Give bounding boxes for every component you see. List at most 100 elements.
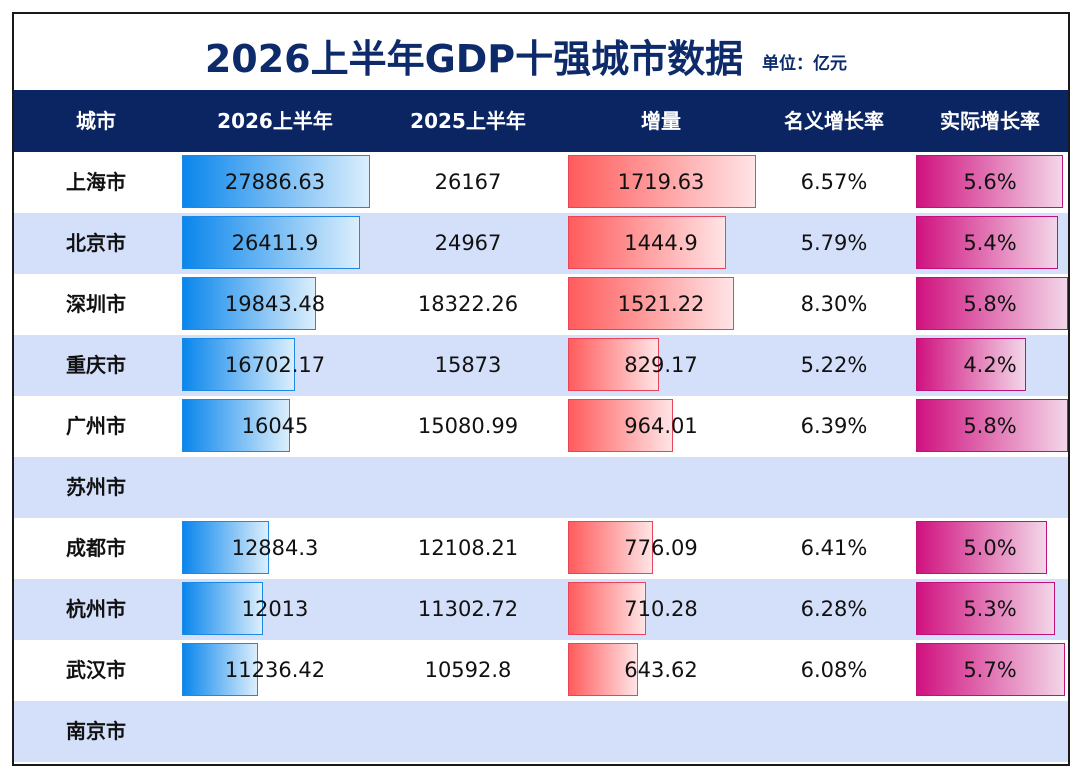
cell-real: 4.2% — [963, 353, 1017, 377]
table-row: 成都市 12884.3 12108.21 776.09 6.41% 5.0% — [14, 518, 1068, 579]
data-bar-increase — [568, 399, 674, 452]
cell-gdp2026: 26411.9 — [231, 231, 319, 255]
cell-real: 5.4% — [963, 231, 1017, 255]
cell-increase: 964.01 — [624, 414, 698, 438]
data-bar-increase — [568, 582, 646, 635]
cell-real — [914, 457, 1066, 518]
data-bar-gdp2026 — [182, 582, 263, 635]
data-bar-real — [916, 155, 1063, 208]
cell-nominal — [756, 457, 912, 518]
cell-increase: 776.09 — [624, 536, 698, 560]
chart-title: 2026上半年GDP十强城市数据 — [204, 37, 744, 81]
cell-gdp2026 — [180, 457, 370, 518]
cell-increase: 829.17 — [624, 353, 698, 377]
table-row: 苏州市 — [14, 457, 1068, 518]
data-bar-increase — [568, 155, 756, 208]
data-bar-gdp2026 — [182, 643, 258, 696]
city-name: 深圳市 — [66, 292, 126, 316]
city-name: 上海市 — [66, 170, 126, 194]
cell-real — [914, 701, 1066, 762]
column-header-nominal: 名义增长率 — [784, 109, 884, 133]
column-header-real: 实际增长率 — [940, 109, 1040, 133]
city-name: 武汉市 — [66, 658, 126, 682]
column-header-gdp2026: 2026上半年 — [217, 109, 333, 133]
cell-nominal — [756, 701, 912, 762]
data-bar-gdp2026 — [182, 338, 295, 391]
column-header-increase: 增量 — [641, 109, 681, 133]
table-row: 深圳市 19843.48 18322.26 1521.22 8.30% 5.8% — [14, 274, 1068, 335]
data-bar-real — [916, 582, 1055, 635]
cell-nominal: 6.57% — [800, 170, 868, 194]
city-name: 杭州市 — [66, 597, 126, 621]
cell-increase: 1521.22 — [617, 292, 705, 316]
cell-nominal: 6.28% — [800, 597, 868, 621]
table-row: 广州市 16045 15080.99 964.01 6.39% 5.8% — [14, 396, 1068, 457]
data-bar-real — [916, 216, 1058, 269]
cell-gdp2026: 12884.3 — [231, 536, 319, 560]
data-bar-real — [916, 277, 1068, 330]
cell-nominal: 6.39% — [800, 414, 868, 438]
data-bar-increase — [568, 216, 726, 269]
cell-gdp2025: 11302.72 — [417, 597, 519, 621]
chart-frame: 2026上半年GDP十强城市数据 单位：亿元 城市 2026上半年 2025上半年 增… — [12, 12, 1070, 766]
cell-increase — [566, 701, 756, 762]
column-header-city: 城市 — [76, 109, 116, 133]
table-row: 北京市 26411.9 24967 1444.9 5.79% 5.4% — [14, 213, 1068, 274]
cell-increase: 1444.9 — [624, 231, 698, 255]
data-bar-gdp2026 — [182, 521, 269, 574]
cell-gdp2026 — [180, 701, 370, 762]
cell-gdp2025: 10592.8 — [424, 658, 512, 682]
cell-gdp2026: 27886.63 — [224, 170, 326, 194]
data-bar-increase — [568, 643, 639, 696]
cell-nominal: 6.08% — [800, 658, 868, 682]
city-name: 南京市 — [66, 719, 126, 743]
data-bar-increase — [568, 338, 659, 391]
cell-increase: 710.28 — [624, 597, 698, 621]
cell-gdp2025: 26167 — [434, 170, 502, 194]
cell-nominal: 6.41% — [800, 536, 868, 560]
table-row: 武汉市 11236.42 10592.8 643.62 6.08% 5.7% — [14, 640, 1068, 701]
cell-nominal: 8.30% — [800, 292, 868, 316]
data-bar-real — [916, 399, 1068, 452]
cell-increase — [566, 457, 756, 518]
table-row: 重庆市 16702.17 15873 829.17 5.22% 4.2% — [14, 335, 1068, 396]
table-row: 南京市 — [14, 701, 1068, 762]
cell-real: 5.8% — [963, 292, 1017, 316]
cell-gdp2026: 11236.42 — [224, 658, 326, 682]
cell-gdp2025: 12108.21 — [417, 536, 519, 560]
cell-increase: 1719.63 — [617, 170, 705, 194]
cell-real: 5.6% — [963, 170, 1017, 194]
cell-gdp2026: 19843.48 — [224, 292, 326, 316]
city-name: 北京市 — [66, 231, 126, 255]
cell-gdp2025: 24967 — [434, 231, 502, 255]
data-bar-gdp2026 — [182, 277, 316, 330]
cell-real: 5.3% — [963, 597, 1017, 621]
cell-gdp2025 — [370, 701, 566, 762]
cell-real: 5.0% — [963, 536, 1017, 560]
table-header: 城市 2026上半年 2025上半年 增量 名义增长率 实际增长率 — [14, 90, 1068, 152]
cell-nominal: 5.22% — [800, 353, 868, 377]
city-name: 重庆市 — [66, 353, 126, 377]
city-name: 成都市 — [66, 536, 126, 560]
unit-label: 单位：亿元 — [762, 54, 847, 74]
data-bar-gdp2026 — [182, 155, 370, 208]
cell-gdp2026: 16045 — [241, 414, 309, 438]
data-bar-real — [916, 643, 1066, 696]
data-bar-increase — [568, 521, 653, 574]
data-bar-real — [916, 521, 1048, 574]
table-row: 上海市 27886.63 26167 1719.63 6.57% 5.6% — [14, 152, 1068, 213]
column-header-gdp2025: 2025上半年 — [410, 109, 526, 133]
cell-real: 5.7% — [963, 658, 1017, 682]
cell-gdp2025: 15080.99 — [417, 414, 519, 438]
cell-increase: 643.62 — [624, 658, 698, 682]
cell-real: 5.8% — [963, 414, 1017, 438]
data-bar-gdp2026 — [182, 216, 361, 269]
city-name: 广州市 — [66, 414, 126, 438]
title-row: 2026上半年GDP十强城市数据 单位：亿元 — [14, 14, 1068, 90]
table-row: 杭州市 12013 11302.72 710.28 6.28% 5.3% — [14, 579, 1068, 640]
data-bar-real — [916, 338, 1027, 391]
cell-gdp2025: 18322.26 — [417, 292, 519, 316]
data-bar-increase — [568, 277, 735, 330]
cell-gdp2026: 12013 — [241, 597, 309, 621]
city-name: 苏州市 — [66, 475, 126, 499]
